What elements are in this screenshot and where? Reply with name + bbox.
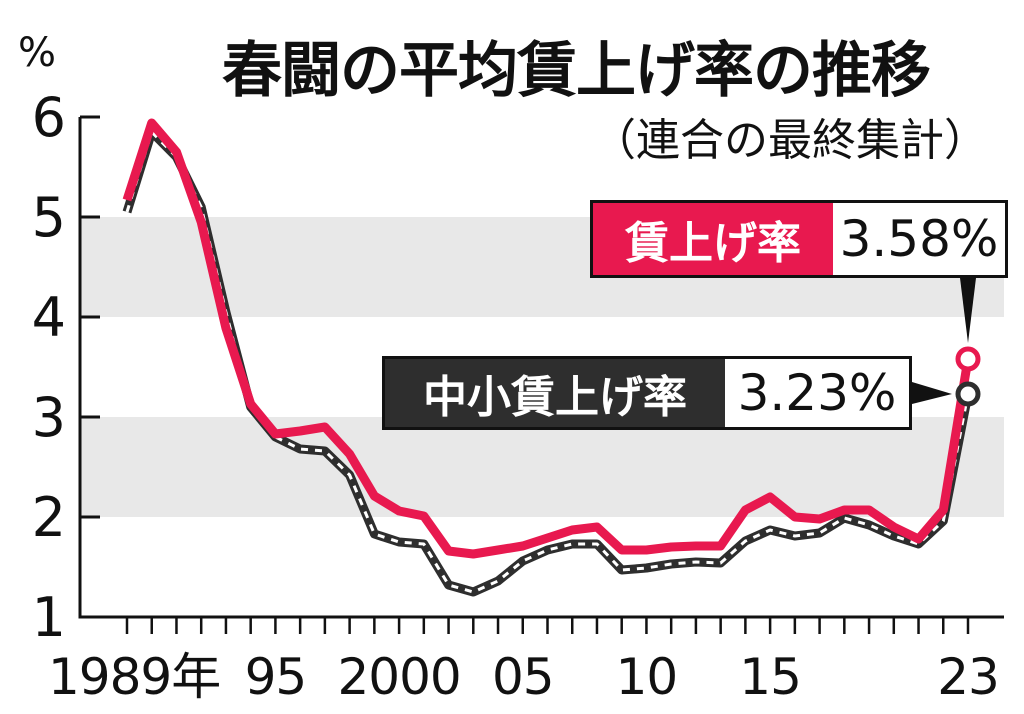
y-tick-label-2: 2 [32, 486, 66, 549]
y-axis-unit: % [18, 30, 57, 76]
x-tick-label-2005: 05 [492, 648, 554, 706]
callout-wage-increase: 賃上げ率 3.58% [590, 200, 1008, 278]
x-tick-label-1989: 1989年 [48, 648, 220, 706]
callout-sme-wage-increase-value: 3.23% [725, 359, 909, 427]
grid-band-0 [80, 417, 1004, 517]
series-line-wage-increase [122, 118, 973, 559]
callout-sme-wage-increase-label: 中小賃上げ率 [385, 359, 725, 427]
callout-sme-wage-increase: 中小賃上げ率 3.23% [382, 356, 912, 430]
x-tick-label-2023: 23 [937, 648, 999, 706]
y-tick-label-1: 1 [32, 586, 66, 649]
x-tick-label-2010: 10 [616, 648, 678, 706]
end-point-wage-increase [955, 346, 981, 372]
end-point-sme-wage-increase [955, 381, 981, 407]
y-tick-label-6: 6 [32, 86, 66, 149]
y-tick-label-3: 3 [32, 386, 66, 449]
y-tick-label-5: 5 [32, 186, 66, 249]
x-tick-label-1995: 95 [245, 648, 307, 706]
y-tick-label-4: 4 [32, 286, 66, 349]
callout-pointer-sme-wage-increase [912, 382, 952, 404]
x-tick-label-2000: 2000 [337, 648, 460, 706]
callout-wage-increase-label: 賃上げ率 [593, 203, 833, 275]
chart-title: 春闘の平均賃上げ率の推移 [222, 36, 931, 106]
x-tick-label-2015: 15 [739, 648, 801, 706]
callout-wage-increase-value: 3.58% [833, 203, 1005, 275]
chart-subtitle: （連合の最終集計） [592, 115, 988, 166]
callout-pointer-wage-increase [960, 278, 976, 343]
